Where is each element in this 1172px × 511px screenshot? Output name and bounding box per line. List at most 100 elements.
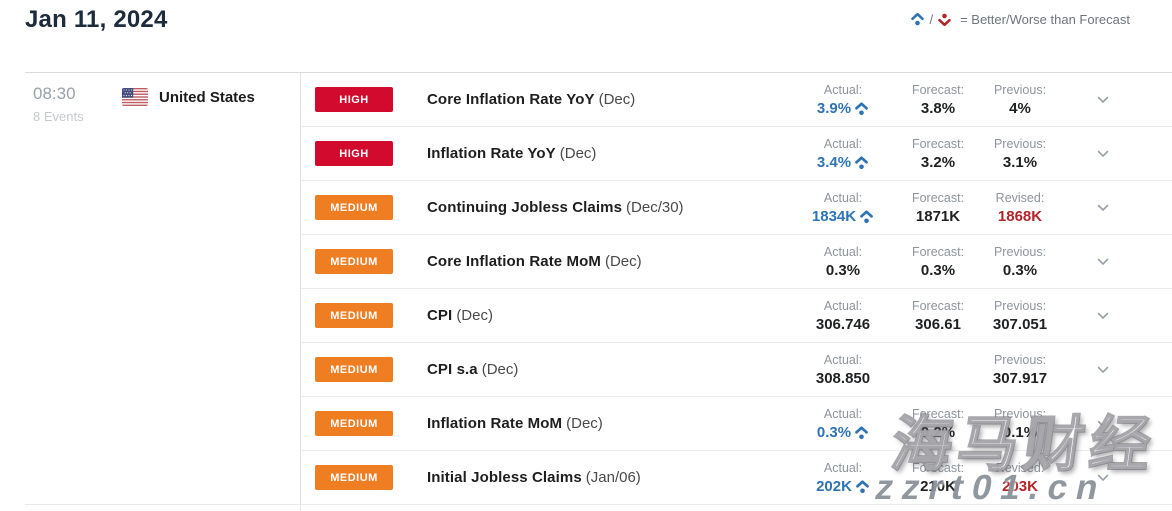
event-name: CPI s.a (Dec) [427, 361, 796, 378]
actual-stat: Actual: 306.746 [796, 299, 890, 333]
actual-value: 0.3% [796, 262, 890, 279]
actual-stat: Actual: 202K [796, 461, 890, 495]
previous-value-text: 3.1% [1002, 153, 1038, 171]
event-row[interactable]: HIGH Core Inflation Rate YoY (Dec) Actual… [301, 73, 1172, 127]
forecast-label: Forecast: [911, 82, 965, 97]
event-row[interactable]: MEDIUM CPI (Dec) Actual: 306.746 Forecast… [301, 289, 1172, 343]
importance-badge: HIGH [315, 87, 393, 112]
event-count: 8 Events [33, 109, 84, 124]
actual-value-text: 1834K [811, 207, 857, 225]
actual-value: 3.4% [796, 154, 890, 171]
chevron-down-icon [1097, 96, 1109, 103]
previous-label: Previous: [993, 298, 1047, 313]
previous-label: Previous: [993, 244, 1047, 259]
previous-stat: Previous: 0.1% [978, 407, 1062, 441]
previous-value: 203K [978, 478, 1062, 495]
actual-value: 306.746 [796, 316, 890, 333]
forecast-value: 3.2% [898, 154, 978, 171]
actual-stat: Actual: 3.9% [796, 83, 890, 117]
better-arrow-icon [855, 101, 868, 115]
legend-separator: / [929, 12, 934, 27]
event-period: (Dec) [559, 145, 597, 162]
previous-label: Previous: [993, 82, 1047, 97]
event-period: (Jan/06) [585, 469, 641, 486]
expand-row-button[interactable] [1093, 204, 1113, 212]
previous-value-text: 307.917 [992, 369, 1048, 387]
previous-label: Revised: [995, 190, 1045, 205]
event-row[interactable]: MEDIUM Inflation Rate MoM (Dec) Actual: 0… [301, 397, 1172, 451]
event-name: Inflation Rate MoM (Dec) [427, 415, 796, 432]
previous-value-text: 0.3% [1002, 261, 1038, 279]
actual-value: 1834K [796, 208, 890, 225]
actual-label: Actual: [823, 82, 863, 97]
actual-value: 202K [796, 478, 890, 495]
previous-label: Revised: [995, 460, 1045, 475]
importance-badge: MEDIUM [315, 411, 393, 436]
chevron-down-icon [1097, 474, 1109, 481]
event-period: (Dec) [598, 91, 636, 108]
event-group-header: 08:30 8 Events [25, 73, 300, 505]
forecast-value-text: 1871K [915, 207, 961, 225]
expand-row-button[interactable] [1093, 258, 1113, 266]
actual-label: Actual: [823, 460, 863, 475]
previous-value-text: 1868K [997, 207, 1043, 225]
time-label: 08:30 [33, 84, 76, 103]
forecast-label: Forecast: [911, 460, 965, 475]
country-name: United States [159, 88, 255, 106]
chevron-down-icon [1097, 204, 1109, 211]
event-row[interactable]: MEDIUM Initial Jobless Claims (Jan/06) Ac… [301, 451, 1172, 505]
actual-value-text: 0.3% [816, 423, 852, 441]
expand-row-button[interactable] [1093, 96, 1113, 104]
previous-value-text: 307.051 [992, 315, 1048, 333]
forecast-stat: Forecast: 0.3% [898, 245, 978, 279]
event-row[interactable]: MEDIUM Core Inflation Rate MoM (Dec) Actu… [301, 235, 1172, 289]
event-name: Inflation Rate YoY (Dec) [427, 145, 796, 162]
forecast-stat: Forecast: 210K [898, 461, 978, 495]
expand-row-button[interactable] [1093, 420, 1113, 428]
importance-badge: MEDIUM [315, 357, 393, 382]
actual-value-text: 306.746 [815, 315, 871, 333]
actual-label: Actual: [823, 244, 863, 259]
actual-stat: Actual: 1834K [796, 191, 890, 225]
forecast-label: Forecast: [911, 136, 965, 151]
importance-badge: MEDIUM [315, 465, 393, 490]
event-title: Core Inflation Rate MoM [427, 253, 601, 270]
expand-row-button[interactable] [1093, 366, 1113, 374]
forecast-value: 1871K [898, 208, 978, 225]
event-rows: HIGH Core Inflation Rate YoY (Dec) Actual… [301, 73, 1172, 505]
better-arrow-icon [855, 425, 868, 439]
forecast-label: Forecast: [911, 406, 965, 421]
event-row[interactable]: MEDIUM Continuing Jobless Claims (Dec/30)… [301, 181, 1172, 235]
chevron-down-icon [1097, 420, 1109, 427]
event-row[interactable]: MEDIUM CPI s.a (Dec) Actual: 308.850 Prev… [301, 343, 1172, 397]
previous-stat: Previous: 4% [978, 83, 1062, 117]
actual-value-text: 202K [816, 477, 852, 495]
importance-badge: MEDIUM [315, 195, 393, 220]
previous-value-text: 4% [1009, 99, 1031, 117]
event-period: (Dec/30) [626, 199, 684, 216]
actual-label: Actual: [823, 190, 863, 205]
country: United States [122, 88, 255, 106]
actual-value: 0.3% [796, 424, 890, 441]
event-row[interactable]: HIGH Inflation Rate YoY (Dec) Actual: 3.4… [301, 127, 1172, 181]
previous-stat: Revised: 1868K [978, 191, 1062, 225]
previous-value: 0.1% [978, 424, 1062, 441]
expand-row-button[interactable] [1093, 150, 1113, 158]
actual-stat: Actual: 0.3% [796, 245, 890, 279]
actual-stat: Actual: 308.850 [796, 353, 890, 387]
actual-label: Actual: [823, 298, 863, 313]
forecast-stat: Forecast: 0.2% [898, 407, 978, 441]
event-period: (Dec) [481, 361, 519, 378]
forecast-value-text: 3.2% [920, 153, 956, 171]
us-flag-icon [122, 88, 148, 106]
event-title: Initial Jobless Claims [427, 469, 582, 486]
event-title: CPI [427, 307, 453, 324]
importance-badge: MEDIUM [315, 249, 393, 274]
expand-row-button[interactable] [1093, 474, 1113, 482]
previous-value: 3.1% [978, 154, 1062, 171]
expand-row-button[interactable] [1093, 312, 1113, 320]
legend-text: = Better/Worse than Forecast [960, 12, 1130, 27]
forecast-stat: Forecast: 306.61 [898, 299, 978, 333]
previous-value: 0.3% [978, 262, 1062, 279]
event-period: (Dec) [566, 415, 603, 432]
